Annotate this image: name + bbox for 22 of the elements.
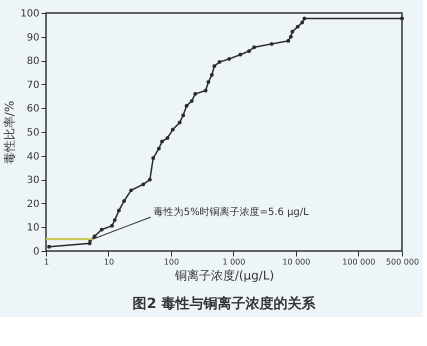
x-axis-title: 铜离子浓度/(μg/L) xyxy=(174,268,274,282)
y-tick-label: 100 xyxy=(20,8,40,20)
text: 图2 毒性与铜离子浓度的关系 xyxy=(132,295,316,312)
y-tick-label: 50 xyxy=(26,128,40,138)
x-tick-label: 1 xyxy=(44,258,50,266)
y-tick-label: 70 xyxy=(26,80,40,91)
y-tick-label: 80 xyxy=(26,56,40,68)
y-tick-label: 10 xyxy=(26,222,40,234)
y-axis-title: 毒性比率/% xyxy=(2,100,16,164)
x-tick-label: 500 000 xyxy=(386,258,420,266)
y-tick-label: 40 xyxy=(26,151,40,162)
annotation: 毒性为5%时铜离子浓度=5.6 μg/L xyxy=(154,206,310,218)
x-tick-label: 100 xyxy=(164,258,180,266)
y-tick-label: 30 xyxy=(26,175,40,186)
x-tick-label: 1 000 xyxy=(222,258,246,266)
y-tick-label: 0 xyxy=(33,246,40,258)
y-tick-label: 20 xyxy=(26,198,40,210)
y-tick-label: 60 xyxy=(26,104,40,115)
x-tick-label: 10 xyxy=(104,258,114,266)
x-tick-label: 100 000 xyxy=(342,258,376,266)
x-tick-label: 10 000 xyxy=(282,258,310,266)
y-tick-label: 90 xyxy=(26,32,40,44)
